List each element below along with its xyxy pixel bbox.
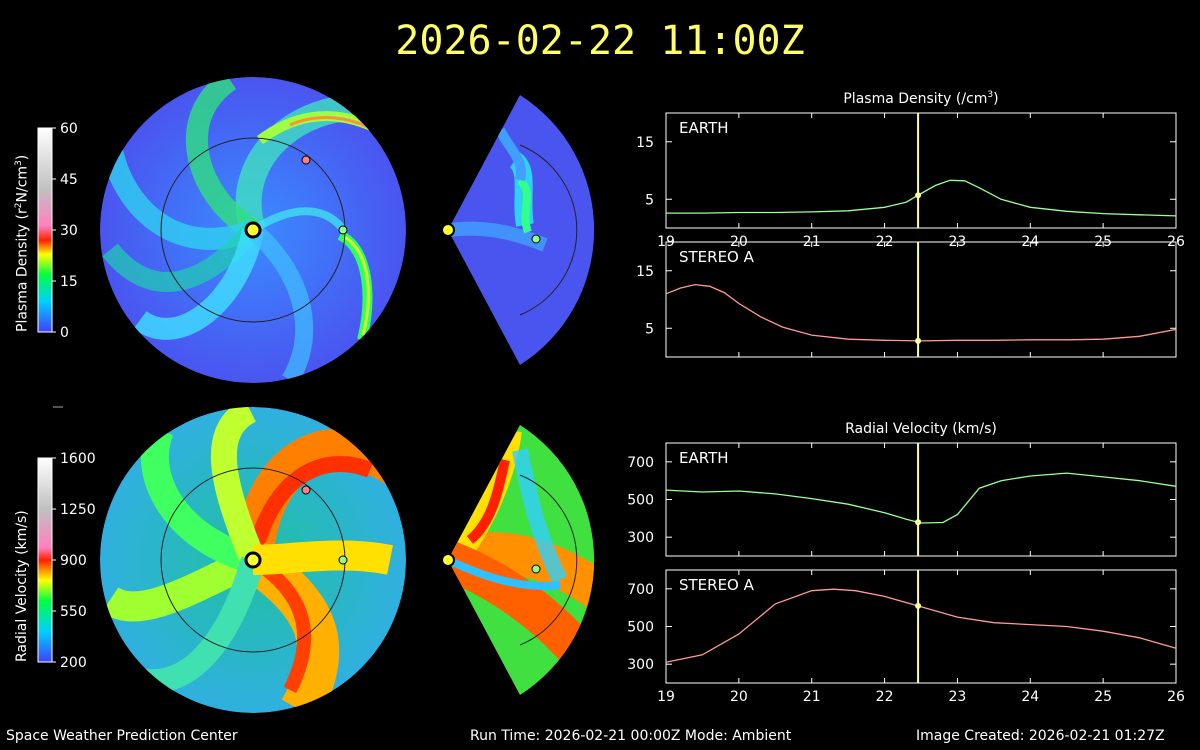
- earth-marker: [338, 225, 348, 235]
- velocity-meridional-plot: [448, 425, 595, 695]
- sun-marker-meridional-velocity: [441, 553, 455, 567]
- earth-marker-velocity: [338, 555, 348, 565]
- colorbar-tick-label: 1600: [60, 451, 96, 467]
- y-tick-label: 300: [627, 657, 654, 673]
- x-tick-label: 24: [1021, 689, 1039, 705]
- x-tick-label: 26: [1167, 689, 1185, 705]
- panel-title: Plasma Density (/cm3): [843, 90, 998, 107]
- y-tick-label: 500: [627, 493, 654, 509]
- velocity-colorbar-gradient: [37, 457, 53, 663]
- colorbar-tick-label: 200: [60, 655, 87, 671]
- density-colorbar: 60 45 30 15 0: [37, 121, 78, 341]
- earth-marker-meridional-velocity: [531, 564, 541, 574]
- y-tick-label: 5: [645, 192, 654, 208]
- colorbar-tick-label: 30: [60, 223, 78, 239]
- footer-organization: Space Weather Prediction Center: [6, 728, 238, 744]
- forecast-timestamp: 2026-02-22 11:00Z: [395, 18, 805, 64]
- series-line-earth: [665, 472, 1177, 524]
- colorbar-tick-label: 900: [60, 553, 87, 569]
- sun-marker-meridional: [441, 223, 455, 237]
- colorbar-tick-label: 0: [60, 325, 69, 341]
- plot-frame: [665, 112, 1177, 229]
- x-tick-label: 22: [876, 689, 894, 705]
- colorbar-tick-label: 15: [60, 274, 78, 290]
- earth-marker-meridional: [531, 234, 541, 244]
- y-tick-label: 700: [627, 455, 654, 471]
- line-panel-3: Radial Velocity (km/s) EARTH 300 500 700: [627, 421, 1177, 557]
- panel-label: STEREO A: [679, 248, 755, 266]
- plot-frame: [665, 442, 1177, 557]
- line-panel-2: STEREO A 5 15: [636, 241, 1177, 358]
- velocity-colorbar: 1600 1250 900 550 200: [37, 451, 96, 671]
- y-tick-label: 500: [627, 620, 654, 636]
- stereo-a-marker: [301, 155, 311, 165]
- colorbar-tick-label: 550: [60, 604, 87, 620]
- panel-label: STEREO A: [679, 576, 755, 594]
- line-panel-4: STEREO A 300 500 700 19 20 21 22 23 24 25 26: [627, 569, 1185, 705]
- density-meridional-plot: [448, 95, 595, 365]
- panel-label: EARTH: [679, 119, 729, 137]
- series-line-earth: [666, 179, 1177, 217]
- stereo-a-marker-velocity: [301, 485, 311, 495]
- colorbar-tick-label: 1250: [60, 502, 96, 518]
- velocity-colorbar-title: Radial Velocity (km/s): [14, 510, 30, 662]
- x-tick-label: 20: [730, 689, 748, 705]
- x-tick-label: 23: [949, 689, 967, 705]
- y-tick-label: 15: [636, 135, 654, 151]
- y-tick-label: 700: [627, 582, 654, 598]
- y-tick-label: 5: [645, 321, 654, 337]
- footer-run-info: Run Time: 2026-02-21 00:00Z Mode: Ambien…: [470, 728, 792, 744]
- x-tick-label: 25: [1094, 689, 1112, 705]
- series-line-stereo-a: [665, 283, 1177, 342]
- y-tick-label: 300: [627, 530, 654, 546]
- colorbar-tick-label: 45: [60, 172, 78, 188]
- x-tick-label: 19: [657, 689, 675, 705]
- density-colorbar-title: Plasma Density (r2N/cm3): [14, 154, 31, 332]
- sun-marker-velocity: [244, 551, 262, 569]
- panel-title: Radial Velocity (km/s): [845, 421, 997, 437]
- x-tick-label: 21: [803, 689, 821, 705]
- y-tick-label: 15: [636, 264, 654, 280]
- sun-marker: [244, 221, 262, 239]
- plot-frame: [665, 241, 1177, 358]
- density-colorbar-gradient: [37, 127, 53, 333]
- colorbar-tick-label: 60: [60, 121, 78, 137]
- series-line-stereo-a: [665, 588, 1177, 663]
- panel-label: EARTH: [679, 449, 729, 467]
- footer-image-created: Image Created: 2026-02-21 01:27Z: [916, 728, 1165, 744]
